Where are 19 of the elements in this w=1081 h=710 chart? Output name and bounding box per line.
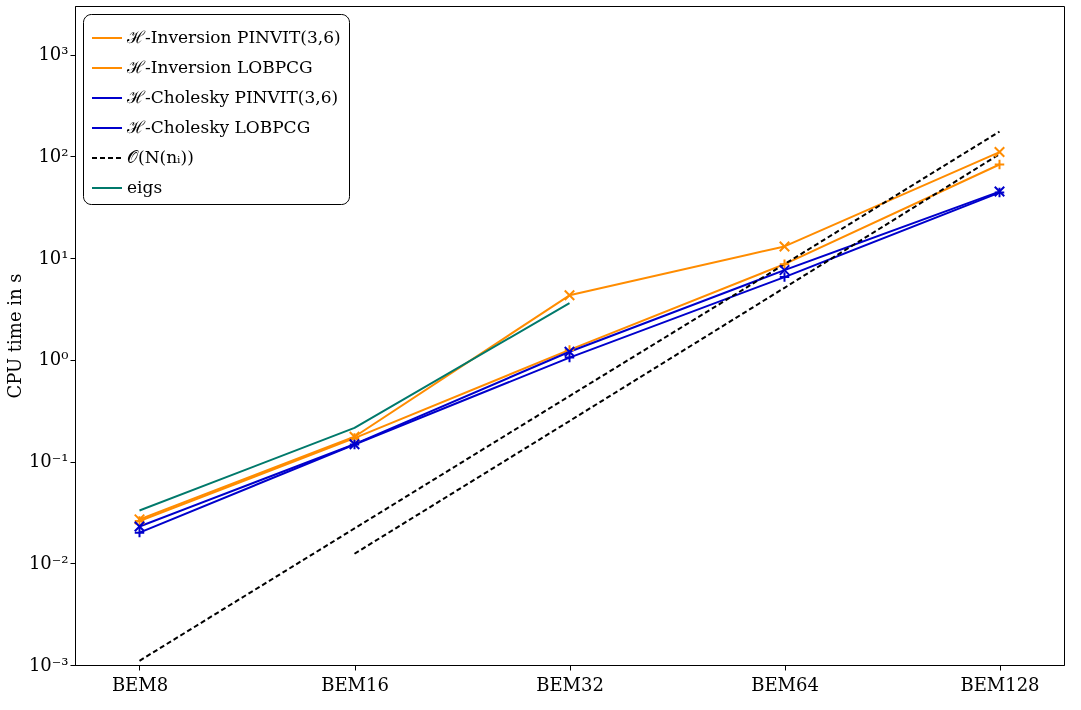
y-tick-label: 10² <box>38 144 69 166</box>
y-tick-label: 10⁰ <box>38 348 69 370</box>
x-tick-label: BEM32 <box>536 673 604 695</box>
y-tick-label: 10⁻¹ <box>28 450 69 472</box>
y-axis-title: CPU time in s <box>3 273 25 399</box>
y-tick-label: 10⁻² <box>28 551 69 573</box>
legend-label: eigs <box>127 177 163 197</box>
y-tick-label: 10⁻³ <box>28 653 69 675</box>
legend-label: 𝒪(N(nᵢ)) <box>127 147 194 167</box>
y-tick-label: 10³ <box>38 43 69 65</box>
x-tick-label: BEM16 <box>321 673 389 695</box>
x-tick-label: BEM8 <box>111 673 169 695</box>
x-tick-label: BEM128 <box>960 673 1040 695</box>
x-tick-label: BEM64 <box>751 673 819 695</box>
legend-label: ℋ-Cholesky PINVIT(3,6) <box>126 87 339 107</box>
y-tick-label: 10¹ <box>38 246 69 268</box>
legend-label: ℋ-Cholesky LOBPCG <box>126 117 311 137</box>
legend-label: ℋ-Inversion LOBPCG <box>126 57 313 77</box>
legend-label: ℋ-Inversion PINVIT(3,6) <box>126 27 341 47</box>
